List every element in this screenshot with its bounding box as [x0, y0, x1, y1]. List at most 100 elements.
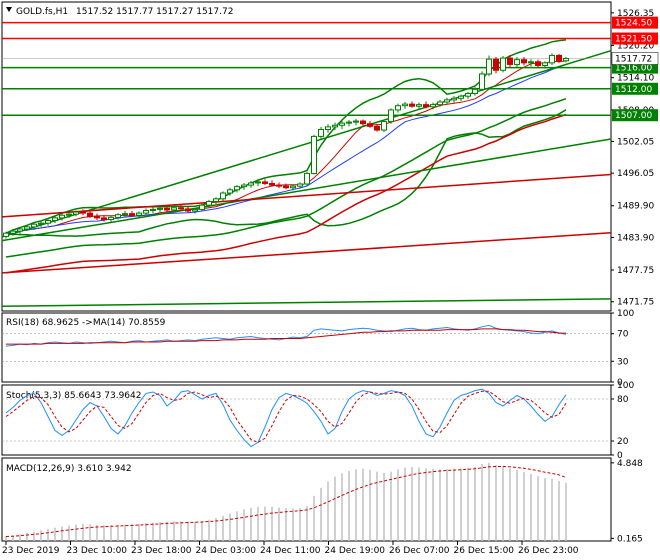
candle-body — [164, 207, 170, 211]
candle-body — [507, 57, 513, 65]
candle-body — [45, 220, 51, 224]
candle-body — [87, 212, 93, 217]
time-tick-label: 26 Dec 15:00 — [454, 546, 515, 556]
candle-body — [59, 214, 65, 219]
candle-body — [465, 93, 471, 97]
candle-body — [493, 58, 499, 71]
rsi-lines — [2, 324, 611, 362]
level-label-box — [612, 109, 658, 122]
candle-body — [486, 58, 492, 75]
candle-body — [178, 207, 184, 210]
candle-body — [332, 124, 338, 128]
candle-body — [479, 73, 485, 90]
osc-tick-label: 0 — [617, 451, 623, 461]
candle-body — [206, 200, 212, 206]
candle-body — [24, 226, 30, 230]
candle-body — [290, 185, 296, 189]
channel-trendline — [1, 138, 612, 242]
candle-body — [66, 213, 72, 216]
candle-body — [255, 181, 261, 184]
osc-tick-label: 100 — [617, 309, 634, 319]
level-label-box — [612, 32, 658, 45]
candle-body — [311, 135, 317, 174]
candle-body — [185, 208, 191, 212]
price-tick-label: 1502.05 — [617, 137, 654, 147]
candle-body — [430, 104, 436, 108]
level-label: 1507.00 — [615, 111, 652, 121]
macd-tick-label: 0.165 — [617, 534, 643, 544]
candle-body — [381, 121, 387, 131]
candle-body — [542, 62, 548, 66]
candle-body — [367, 123, 373, 127]
candle-body — [339, 122, 345, 126]
macd-tick-label: 4.848 — [617, 459, 643, 469]
candle-body — [528, 61, 534, 64]
candle-body — [437, 101, 443, 106]
macd-title: MACD(12,26,9) 3.610 3.942 — [6, 464, 132, 474]
current-price-box — [611, 52, 659, 65]
candle-body — [346, 121, 352, 124]
candle-body — [73, 211, 79, 215]
stoch-pane: Stoch(5,3,3) 85.6643 73.9642 100 80 20 0 — [1, 381, 634, 461]
time-tick-label: 23 Dec 2019 — [2, 546, 60, 556]
price-pane-frame — [1, 1, 612, 312]
candle-body — [563, 58, 569, 62]
price-tick-label: 1477.75 — [617, 266, 654, 276]
candle-body — [136, 212, 142, 216]
support-trendline — [1, 49, 612, 238]
candle-body — [234, 186, 240, 191]
osc-tick-label: 0 — [617, 378, 623, 388]
macd-pane: MACD(12,26,9) 3.610 3.942 4.848 0.165 — [1, 457, 643, 544]
candle-body — [192, 208, 198, 212]
price-tick-label: 1520.20 — [617, 41, 654, 51]
macd-axis: 4.848 0.165 — [611, 459, 643, 544]
candle-body — [143, 209, 149, 214]
osc-tick-label: 70 — [617, 330, 629, 340]
price-tick-label: 1514.10 — [617, 74, 654, 84]
time-tick-label: 24 Dec 03:00 — [196, 546, 257, 556]
stoch-pane-frame — [1, 384, 612, 456]
candle-body — [101, 217, 107, 220]
base-trendline — [1, 298, 612, 307]
price-tick-label: 1526.35 — [617, 9, 654, 19]
candle-body — [10, 230, 16, 234]
candles — [3, 53, 569, 239]
osc-tick-label: 100 — [617, 381, 634, 391]
macd-signal-line — [5, 466, 567, 537]
candle-body — [122, 213, 128, 216]
triangle-down-icon[interactable] — [6, 7, 12, 12]
osc-tick-label: 20 — [617, 437, 629, 447]
candle-body — [31, 223, 37, 228]
candle-body — [360, 120, 366, 125]
time-tick-label: 23 Dec 10:00 — [67, 546, 128, 556]
price-tick-label: 1489.90 — [617, 202, 654, 212]
candle-body — [318, 129, 324, 137]
level-label: 1516.00 — [615, 64, 652, 74]
candle-body — [416, 104, 422, 107]
candle-body — [514, 59, 520, 65]
time-tick-label: 23 Dec 18:00 — [131, 546, 192, 556]
rsi-pane-frame — [1, 312, 612, 383]
symbol-title: GOLD.fs,H1 — [16, 7, 68, 17]
time-tick-label: 26 Dec 23:00 — [518, 546, 579, 556]
candle-body — [325, 126, 331, 131]
candle-body — [171, 207, 177, 211]
stoch-lines — [2, 388, 611, 448]
stoch-main-line — [5, 388, 567, 448]
candle-body — [129, 213, 135, 216]
ohlc-readout: 1517.52 1517.77 1517.27 1517.72 — [76, 7, 233, 17]
rsi-ma-line — [6, 328, 567, 345]
mid-ma-line — [5, 64, 567, 234]
candle-body — [500, 57, 506, 71]
price-pane: GOLD.fs,H1 1517.52 1517.77 1517.27 1517.… — [1, 1, 659, 312]
candle-body — [227, 189, 233, 194]
candle-body — [213, 198, 219, 202]
candle-body — [402, 103, 408, 107]
current-price-label: 1517.72 — [615, 55, 652, 65]
rsi-title: RSI(18) 68.9625 ->MA(14) 70.8559 — [6, 318, 166, 328]
level-label-box — [612, 16, 658, 29]
stoch-title: Stoch(5,3,3) 85.6643 73.9642 — [6, 391, 141, 401]
candle-body — [472, 88, 478, 95]
candle-body — [80, 211, 86, 214]
